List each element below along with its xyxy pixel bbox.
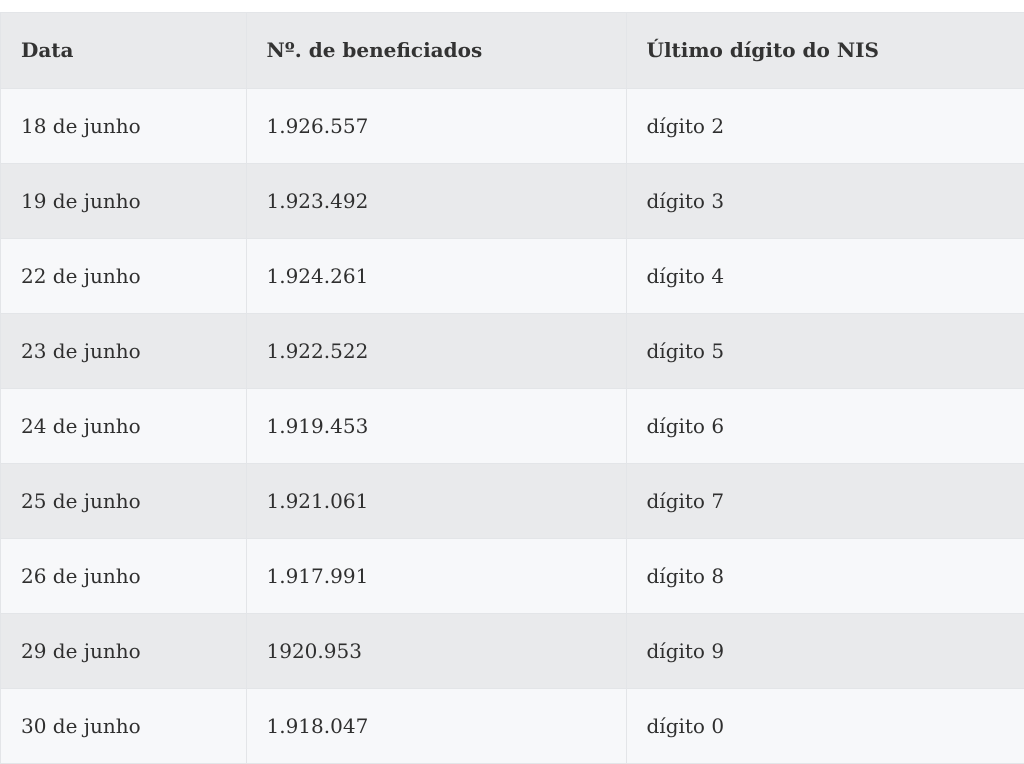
table-body: 18 de junho 1.926.557 dígito 2 19 de jun… (1, 88, 1024, 764)
table-row: 18 de junho 1.926.557 dígito 2 (1, 88, 1024, 164)
cell-beneficiaries: 1.922.522 (246, 313, 627, 389)
table-row: 25 de junho 1.921.061 dígito 7 (1, 463, 1024, 539)
cell-beneficiaries: 1.917.991 (246, 538, 627, 614)
table-row: 19 de junho 1.923.492 dígito 3 (1, 163, 1024, 239)
cell-nis-digit: dígito 0 (626, 688, 1024, 764)
cell-date: 30 de junho (1, 688, 247, 764)
cell-beneficiaries: 1.926.557 (246, 88, 627, 164)
header-beneficiaries: Nº. de beneficiados (246, 13, 627, 89)
cell-beneficiaries: 1.918.047 (246, 688, 627, 764)
header-nis-digit: Último dígito do NIS (626, 13, 1024, 89)
cell-date: 19 de junho (1, 163, 247, 239)
cell-nis-digit: dígito 5 (626, 313, 1024, 389)
cell-date: 23 de junho (1, 313, 247, 389)
cell-date: 18 de junho (1, 88, 247, 164)
cell-nis-digit: dígito 4 (626, 238, 1024, 314)
cell-date: 25 de junho (1, 463, 247, 539)
table-row: 24 de junho 1.919.453 dígito 6 (1, 388, 1024, 464)
cell-nis-digit: dígito 2 (626, 88, 1024, 164)
cell-nis-digit: dígito 8 (626, 538, 1024, 614)
table-row: 26 de junho 1.917.991 dígito 8 (1, 538, 1024, 614)
header-date: Data (1, 13, 247, 89)
table-row: 29 de junho 1920.953 dígito 9 (1, 613, 1024, 689)
cell-nis-digit: dígito 6 (626, 388, 1024, 464)
cell-date: 26 de junho (1, 538, 247, 614)
cell-nis-digit: dígito 3 (626, 163, 1024, 239)
cell-beneficiaries: 1.923.492 (246, 163, 627, 239)
cell-date: 22 de junho (1, 238, 247, 314)
cell-nis-digit: dígito 9 (626, 613, 1024, 689)
cell-date: 29 de junho (1, 613, 247, 689)
table-row: 23 de junho 1.922.522 dígito 5 (1, 313, 1024, 389)
cell-beneficiaries: 1.919.453 (246, 388, 627, 464)
cell-beneficiaries: 1.921.061 (246, 463, 627, 539)
payment-schedule-table: Data Nº. de beneficiados Último dígito d… (1, 13, 1024, 764)
header-row: Data Nº. de beneficiados Último dígito d… (1, 13, 1024, 89)
cell-beneficiaries: 1920.953 (246, 613, 627, 689)
cell-nis-digit: dígito 7 (626, 463, 1024, 539)
cell-date: 24 de junho (1, 388, 247, 464)
table-row: 30 de junho 1.918.047 dígito 0 (1, 688, 1024, 764)
payment-schedule-table-container: Data Nº. de beneficiados Último dígito d… (0, 12, 1024, 764)
table-header: Data Nº. de beneficiados Último dígito d… (1, 13, 1024, 89)
cell-beneficiaries: 1.924.261 (246, 238, 627, 314)
table-row: 22 de junho 1.924.261 dígito 4 (1, 238, 1024, 314)
